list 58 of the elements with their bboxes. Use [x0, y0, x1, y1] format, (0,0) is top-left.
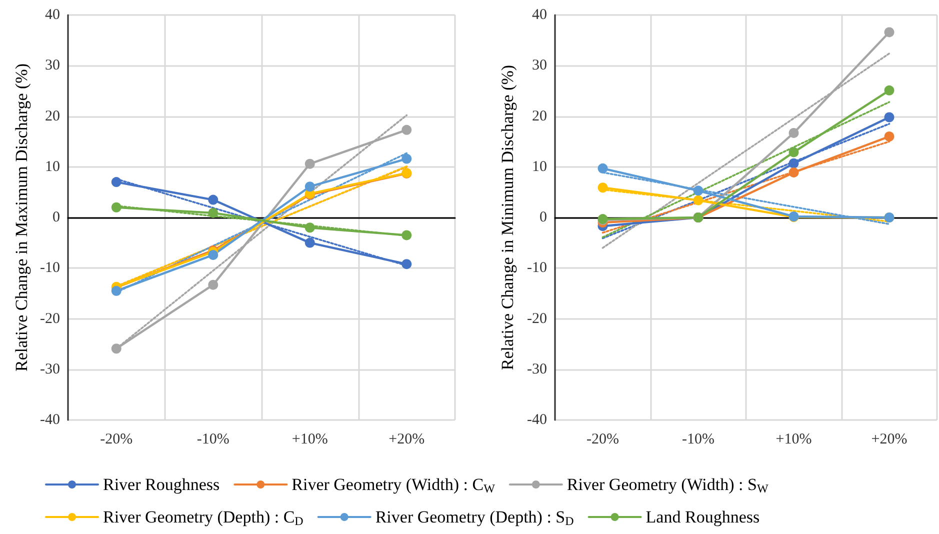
point [208, 280, 218, 290]
y-tick-label: -20 [527, 310, 547, 327]
point [111, 202, 122, 212]
point [111, 286, 122, 296]
y-axis-title: Relative Change in Maximum Discharge (%) [12, 64, 31, 372]
y-tick-label: -40 [40, 412, 60, 428]
point [208, 194, 218, 205]
y-tick-label: -30 [40, 361, 60, 378]
point [304, 238, 315, 248]
point [884, 132, 894, 142]
x-tick-label: +20% [388, 432, 425, 448]
point [788, 167, 799, 178]
y-tick-label: 20 [45, 108, 60, 124]
y-tick-label: -20 [40, 310, 60, 327]
point [788, 128, 799, 138]
point [208, 208, 218, 218]
point [884, 27, 894, 38]
x-tick-label: -10% [682, 432, 714, 448]
point [788, 147, 799, 158]
y-tick-label: 0 [52, 210, 60, 226]
x-tick-label: -10% [196, 432, 230, 448]
point [693, 195, 704, 206]
y-tick-label: 30 [45, 58, 60, 74]
point [304, 182, 315, 192]
y-tick-label: 0 [540, 210, 547, 226]
y-tick-label: -10 [40, 260, 60, 276]
point [884, 112, 894, 122]
x-tick-label: +20% [871, 432, 908, 448]
y-tick-label: 40 [532, 7, 547, 23]
x-tick-label: +10% [292, 432, 328, 448]
point [304, 158, 315, 169]
point [402, 259, 412, 270]
y-tick-label: -10 [527, 260, 547, 276]
point [884, 85, 894, 96]
x-tick-label: -20% [586, 432, 619, 448]
point [402, 230, 412, 240]
x-tick-label: -20% [100, 432, 133, 448]
y-tick-label: -40 [527, 412, 547, 428]
point [402, 154, 412, 164]
point [598, 182, 608, 193]
point [208, 250, 218, 260]
y-tick-label: 20 [532, 108, 547, 124]
point [788, 158, 799, 168]
y-tick-label: -30 [527, 361, 547, 378]
legend-label: River Roughness [103, 475, 220, 494]
x-tick-label: +10% [776, 432, 812, 448]
point [111, 177, 122, 188]
y-tick-label: 30 [532, 58, 547, 74]
point [693, 186, 704, 196]
y-tick-label: 40 [45, 7, 60, 23]
point [402, 124, 412, 135]
point [111, 344, 122, 354]
point [304, 222, 315, 233]
y-tick-label: 10 [45, 158, 60, 175]
y-axis-title: Relative Change in Minimum Discharge (%) [498, 64, 518, 370]
point [598, 163, 608, 174]
legend-label: Land Roughness [646, 508, 760, 526]
y-tick-label: 10 [532, 158, 547, 175]
